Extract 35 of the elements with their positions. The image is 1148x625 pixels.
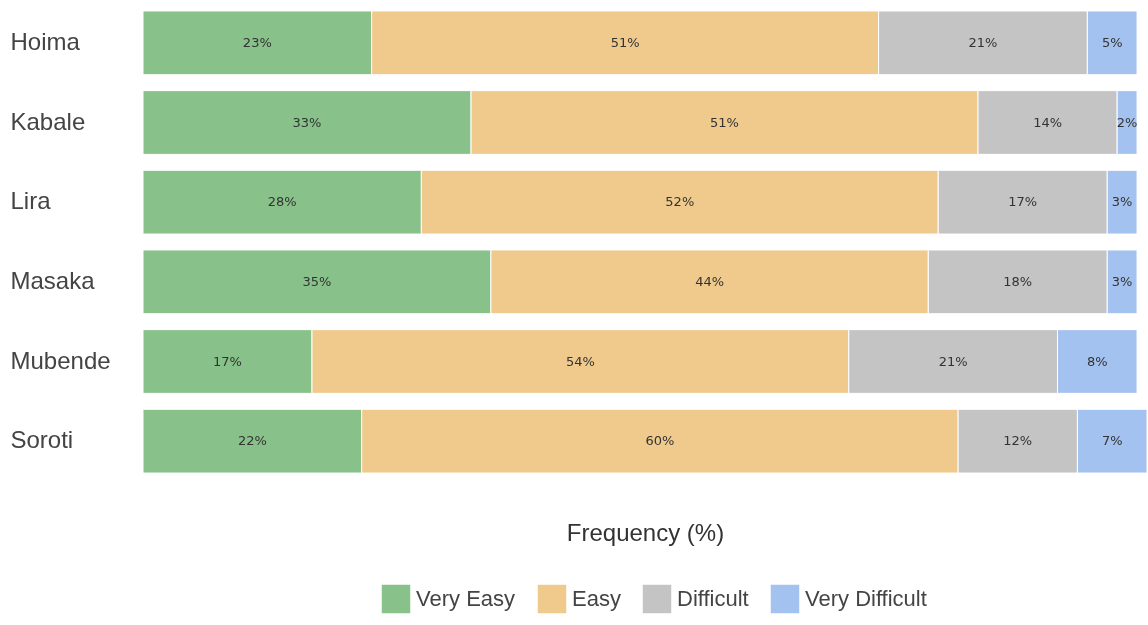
- data-label: 12%: [1003, 433, 1033, 449]
- legend-label: Very Easy: [416, 586, 516, 611]
- legend-label: Very Difficult: [805, 586, 927, 611]
- y-tick-label: Soroti: [10, 426, 74, 454]
- data-label: 3%: [1111, 194, 1133, 210]
- legend-label: Easy: [572, 586, 621, 611]
- data-label: 51%: [610, 34, 640, 50]
- data-label: 14%: [1033, 114, 1063, 130]
- data-label: 23%: [242, 34, 272, 50]
- y-tick-label: Lira: [10, 187, 52, 215]
- x-axis-title: Frequency (%): [566, 518, 725, 546]
- data-label: 7%: [1101, 433, 1123, 449]
- data-label: 3%: [1111, 273, 1133, 289]
- y-tick-label: Kabale: [10, 107, 86, 135]
- data-label: 52%: [665, 194, 695, 210]
- data-label: 17%: [213, 353, 242, 369]
- data-label: 18%: [1003, 273, 1033, 289]
- data-label: 5%: [1101, 34, 1123, 50]
- data-label: 21%: [968, 34, 998, 50]
- data-label: 60%: [645, 433, 675, 449]
- data-label: 44%: [695, 273, 725, 289]
- data-label: 8%: [1086, 353, 1108, 369]
- data-label: 21%: [938, 353, 968, 369]
- data-label: 54%: [565, 353, 595, 369]
- data-label: 17%: [1008, 194, 1038, 210]
- data-label: 33%: [292, 114, 322, 130]
- legend-label: Difficult: [677, 586, 749, 611]
- y-tick-label: Mubende: [10, 346, 111, 374]
- data-label: 35%: [302, 273, 332, 289]
- y-tick-label: Hoima: [10, 27, 81, 55]
- data-label: 22%: [237, 433, 267, 449]
- data-label: 28%: [267, 194, 297, 210]
- y-tick-label: Masaka: [10, 266, 96, 294]
- data-label: 51%: [710, 114, 739, 130]
- data-label: 2%: [1116, 114, 1138, 130]
